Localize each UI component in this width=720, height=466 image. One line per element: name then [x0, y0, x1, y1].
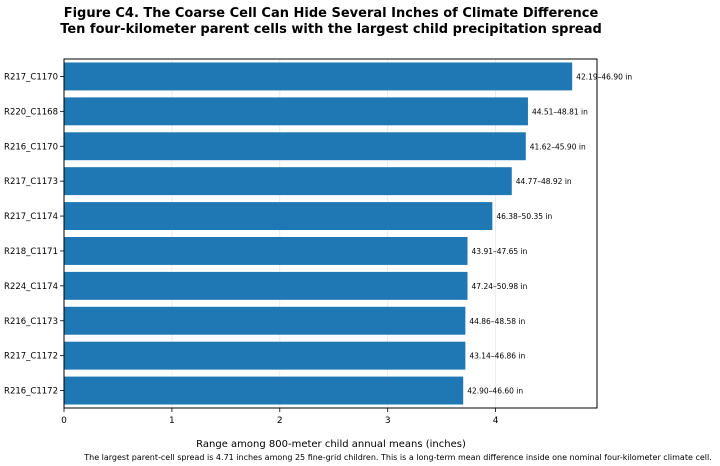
y-tick-label: R217_C1174 [4, 212, 58, 222]
x-tick-label: 1 [169, 416, 175, 426]
bar-value-label: 44.86–48.58 in [469, 317, 525, 326]
y-tick-label: R216_C1172 [4, 387, 58, 397]
x-tick-label: 3 [385, 416, 391, 426]
chart-subtitle: Ten four-kilometer parent cells with the… [60, 22, 602, 37]
y-tick-label: R216_C1170 [4, 142, 58, 152]
y-tick-label: R217_C1173 [4, 177, 58, 187]
bar [64, 376, 464, 405]
bars [64, 62, 573, 405]
bar-value-label: 43.14–46.86 in [469, 352, 525, 361]
x-tick-label: 4 [493, 416, 499, 426]
y-tick-label: R217_C1172 [4, 352, 58, 362]
bar-value-label: 41.62–45.90 in [530, 142, 586, 151]
y-tick-label: R224_C1174 [4, 282, 58, 292]
x-axis-label: Range among 800-meter child annual means… [196, 439, 466, 450]
bar [64, 62, 573, 91]
bar-value-label: 44.77–48.92 in [516, 177, 572, 186]
bar [64, 97, 528, 126]
bar [64, 271, 468, 300]
bar [64, 132, 526, 161]
x-tick-labels: 0 1 2 3 4 [61, 408, 499, 426]
bar [64, 341, 466, 370]
bar-labels: 42.19–46.90 in 44.51–48.81 in 41.62–45.90 … [467, 72, 632, 395]
bar-value-label: 42.90–46.60 in [467, 387, 523, 396]
bar [64, 167, 512, 196]
bar [64, 202, 493, 231]
x-tick-label: 2 [277, 416, 283, 426]
bar-value-label: 44.51–48.81 in [532, 107, 588, 116]
bar [64, 306, 466, 335]
bar-value-label: 43.91–47.65 in [472, 247, 528, 256]
y-tick-label: R220_C1168 [4, 107, 58, 117]
bar [64, 236, 468, 265]
bar-value-label: 42.19–46.90 in [576, 72, 632, 81]
plot-frame [63, 58, 598, 409]
x-tick-label: 0 [61, 416, 67, 426]
bar-value-label: 46.38–50.35 in [496, 212, 552, 221]
chart-title: Figure C4. The Coarse Cell Can Hide Seve… [64, 6, 599, 21]
y-tick-label: R217_C1170 [4, 72, 58, 82]
y-tick-labels: R217_C1170 R220_C1168 R216_C1170 R217_C1173… [4, 72, 64, 397]
bar-value-label: 47.24–50.98 in [472, 282, 528, 291]
y-tick-label: R218_C1171 [4, 247, 58, 257]
y-tick-label: R216_C1173 [4, 317, 58, 327]
footnote: The largest parent-cell spread is 4.71 i… [83, 453, 712, 462]
